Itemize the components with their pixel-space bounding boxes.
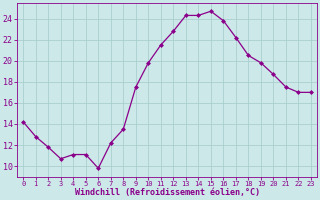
X-axis label: Windchill (Refroidissement éolien,°C): Windchill (Refroidissement éolien,°C)	[75, 188, 260, 197]
